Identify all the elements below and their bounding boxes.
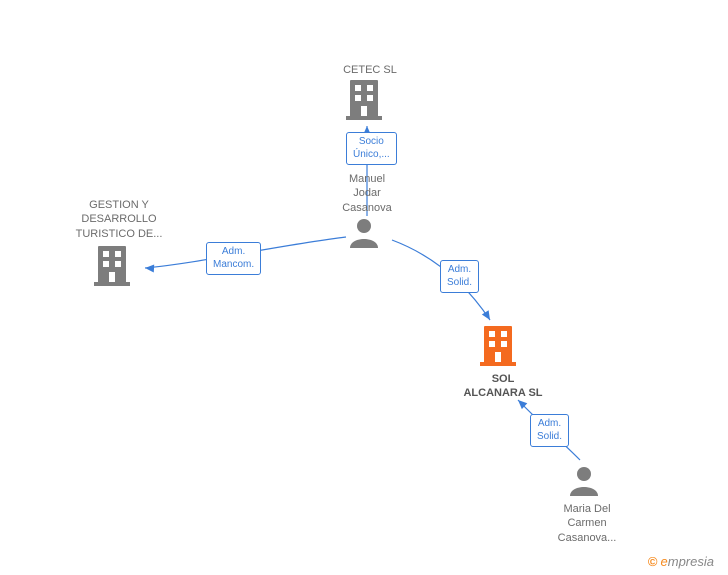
building-icon [94, 246, 130, 286]
edge-label: Adm. Solid. [530, 414, 569, 447]
watermark: ©empresia [648, 554, 714, 569]
node-label-maria: Maria DelCarmenCasanova... [542, 502, 632, 545]
brand-rest: mpresia [668, 554, 714, 569]
person-icon [570, 467, 598, 496]
person-icon [350, 219, 378, 248]
node-label-sol: SOLALCANARA SL [448, 372, 558, 401]
building-icon [480, 326, 516, 366]
edge-arrowhead [145, 264, 154, 272]
edge-label: Adm. Mancom. [206, 242, 261, 275]
diagram-canvas [0, 0, 728, 575]
brand-first-letter: e [661, 554, 668, 569]
edge-label: Socio Único,... [346, 132, 397, 165]
node-label-manuel: ManuelJodarCasanova [322, 172, 412, 215]
edge-arrowhead [482, 310, 494, 322]
edge-label: Adm. Solid. [440, 260, 479, 293]
node-label-cetec: CETEC SL [330, 63, 410, 77]
copyright-symbol: © [648, 554, 658, 569]
building-icon [346, 80, 382, 120]
node-label-gestion: GESTION YDESARROLLOTURISTICO DE... [64, 198, 174, 241]
